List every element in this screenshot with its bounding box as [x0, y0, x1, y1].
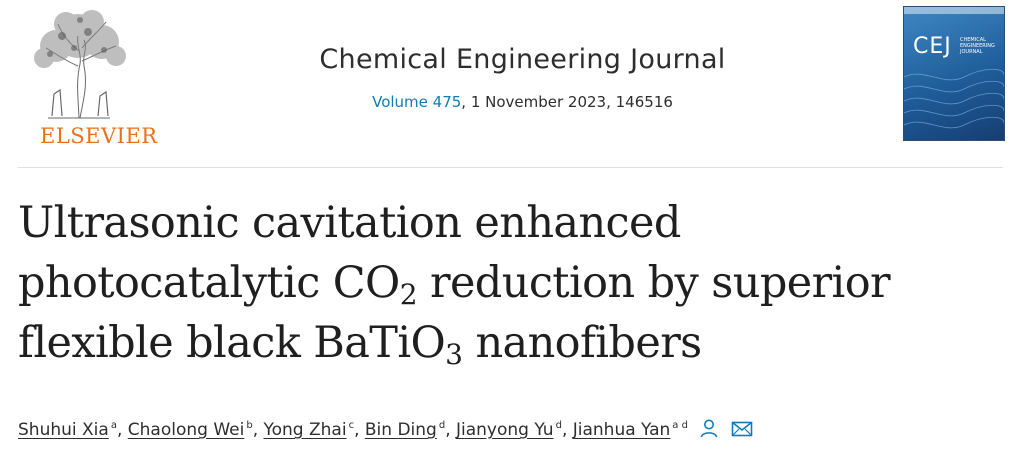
- title-line-1: Ultrasonic cavitation enhanced: [18, 198, 681, 248]
- author-link[interactable]: Yong Zhai: [263, 420, 347, 440]
- issue-details: , 1 November 2023, 146516: [461, 93, 673, 111]
- title-line-2a: photocatalytic CO: [18, 258, 400, 308]
- issue-line: Volume 475, 1 November 2023, 146516: [250, 93, 795, 111]
- person-icon[interactable]: [699, 418, 719, 443]
- cover-top-band: [904, 7, 1004, 14]
- title-line-2b: reduction by superior: [416, 258, 891, 308]
- author-separator: ,: [445, 420, 456, 440]
- affiliation-marker[interactable]: a d: [672, 420, 688, 431]
- cover-subtitle: CHEMICAL ENGINEERING JOURNAL: [960, 37, 995, 55]
- affiliation-marker[interactable]: d: [555, 420, 562, 431]
- author-separator: ,: [561, 420, 573, 440]
- author-link[interactable]: Jianhua Yan: [572, 420, 671, 440]
- affiliation-marker[interactable]: a: [110, 420, 117, 431]
- author-list: Shuhui Xia a, Chaolong Wei b, Yong Zhai c, …: [18, 418, 1008, 443]
- journal-header: ELSEVIER Chemical Engineering Journal Vo…: [0, 0, 1027, 170]
- author-link[interactable]: Chaolong Wei: [127, 420, 245, 440]
- journal-cover-image[interactable]: CEJ CHEMICAL ENGINEERING JOURNAL: [903, 6, 1005, 141]
- title-line-3a: flexible black BaTiO: [18, 318, 446, 368]
- author-link[interactable]: Jianyong Yu: [456, 420, 554, 440]
- journal-title[interactable]: Chemical Engineering Journal: [319, 44, 726, 75]
- header-divider: [18, 167, 1003, 168]
- elsevier-tree-icon: [34, 10, 126, 119]
- title-line-3b: nanofibers: [462, 318, 702, 368]
- elsevier-logo[interactable]: ELSEVIER: [18, 6, 157, 148]
- cover-pattern-icon: [904, 68, 1004, 129]
- author-link[interactable]: Shuhui Xia: [18, 420, 109, 440]
- author-separator: ,: [354, 420, 365, 440]
- volume-link[interactable]: Volume 475: [372, 93, 462, 111]
- affiliation-marker[interactable]: b: [246, 420, 253, 431]
- author-separator: ,: [116, 420, 128, 440]
- publisher-name: ELSEVIER: [40, 124, 158, 148]
- affiliation-marker[interactable]: c: [348, 420, 355, 431]
- article-title: Ultrasonic cavitation enhanced photocata…: [18, 193, 1008, 373]
- cover-abbreviation: CEJ: [913, 34, 952, 59]
- author-link[interactable]: Bin Ding: [364, 420, 437, 440]
- envelope-icon[interactable]: [731, 420, 753, 443]
- affiliation-marker[interactable]: d: [438, 420, 446, 431]
- title-subscript-3: 3: [445, 338, 463, 371]
- title-subscript-2: 2: [399, 278, 418, 311]
- author-separator: ,: [252, 420, 264, 440]
